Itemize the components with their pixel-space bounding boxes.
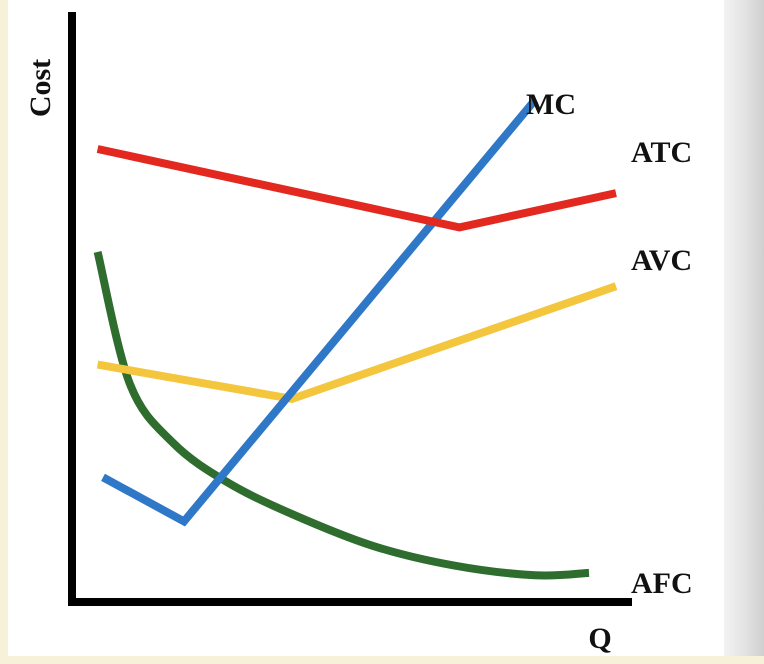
series-line-mc — [101, 97, 539, 527]
page-bottom-strip — [0, 656, 764, 664]
series-line-avc — [96, 282, 618, 404]
page-edge-shadow — [724, 0, 764, 664]
series-layer — [93, 97, 618, 580]
series-label-avc: AVC — [631, 244, 692, 277]
series-label-atc: ATC — [631, 136, 692, 169]
series-line-atc — [96, 145, 617, 232]
x-axis-label: Q — [588, 622, 611, 655]
series-label-afc: AFC — [631, 567, 693, 600]
series-line-afc — [93, 250, 590, 580]
y-axis-label: Cost — [24, 59, 57, 117]
series-label-mc: MC — [526, 88, 576, 121]
